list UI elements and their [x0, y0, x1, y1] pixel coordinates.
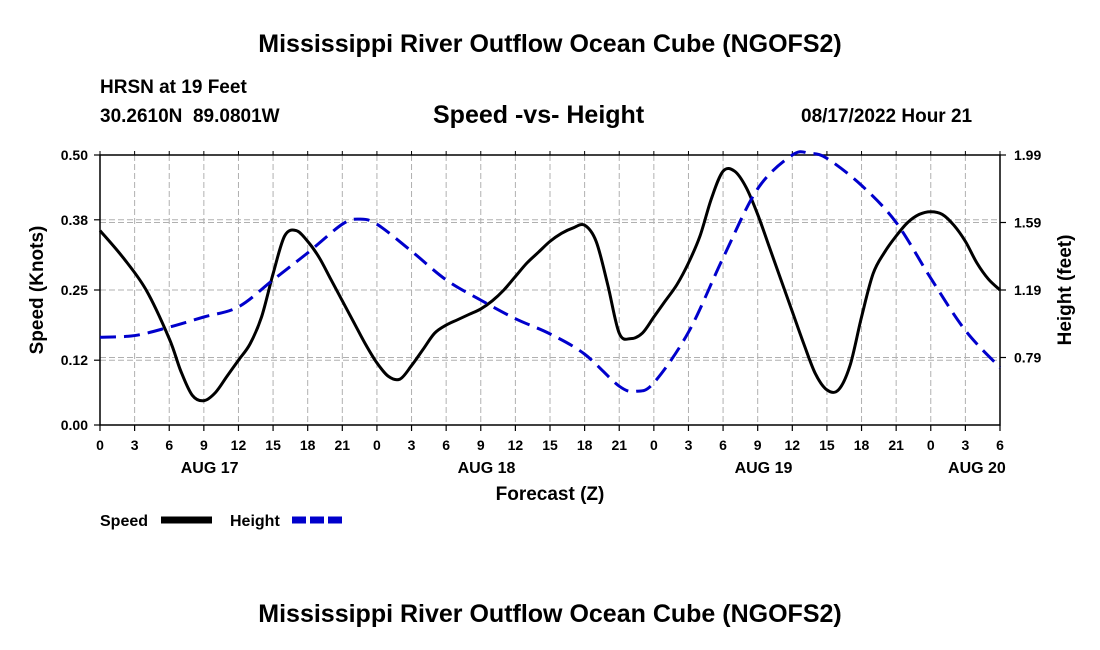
grid-lines — [100, 155, 1000, 425]
x-tick-label: 0 — [650, 437, 658, 453]
legend: Speed Height — [100, 513, 342, 530]
x-tick-label: 0 — [373, 437, 381, 453]
y-tick-label: 0.50 — [61, 147, 88, 163]
station-label: HRSN at 19 Feet — [100, 77, 247, 98]
x-tick-label: 9 — [754, 437, 762, 453]
y2-axis-title: Height (feet) — [1055, 235, 1076, 346]
x-tick-label: 15 — [542, 437, 558, 453]
y2-tick-label: 1.59 — [1014, 215, 1041, 231]
date-label: AUG 18 — [458, 460, 516, 477]
chart-subtitle: Speed -vs- Height — [433, 101, 645, 129]
x-tick-label: 15 — [265, 437, 281, 453]
chart-title-top: Mississippi River Outflow Ocean Cube (NG… — [258, 30, 842, 58]
x-tick-label: 3 — [961, 437, 969, 453]
y-tick-label: 0.25 — [61, 282, 88, 298]
x-tick-label: 21 — [888, 437, 904, 453]
x-axis-title: Forecast (Z) — [496, 484, 605, 505]
date-label: AUG 20 — [948, 460, 1006, 477]
legend-speed-label: Speed — [100, 513, 148, 530]
x-tick-label: 6 — [165, 437, 173, 453]
chart-title-bottom: Mississippi River Outflow Ocean Cube (NG… — [258, 600, 842, 628]
y2-tick-label: 1.19 — [1014, 282, 1041, 298]
x-tick-label: 3 — [685, 437, 693, 453]
x-tick-label: 12 — [508, 437, 524, 453]
axis-labels: 0 3 6 9 12 15 18 21 0 3 6 9 12 15 18 21 0 3 6 9 12 15 18 21 0 3 6 0… — [61, 147, 1042, 477]
y-tick-label: 0.12 — [61, 352, 88, 368]
x-tick-label: 6 — [442, 437, 450, 453]
x-tick-label: 3 — [131, 437, 139, 453]
x-tick-label: 6 — [996, 437, 1004, 453]
x-tick-label: 9 — [200, 437, 208, 453]
x-tick-label: 0 — [96, 437, 104, 453]
x-tick-label: 21 — [611, 437, 627, 453]
y-axis-title: Speed (Knots) — [27, 226, 48, 355]
forecast-timestamp: 08/17/2022 Hour 21 — [801, 106, 973, 127]
x-tick-label: 6 — [719, 437, 727, 453]
x-tick-label: 21 — [335, 437, 351, 453]
x-tick-label: 9 — [477, 437, 485, 453]
x-tick-label: 18 — [577, 437, 593, 453]
x-tick-label: 18 — [300, 437, 316, 453]
x-tick-label: 3 — [408, 437, 416, 453]
x-tick-label: 18 — [854, 437, 870, 453]
speed-series-line — [98, 167, 1002, 403]
x-tick-label: 12 — [785, 437, 801, 453]
x-tick-label: 12 — [231, 437, 247, 453]
series-lines — [98, 150, 1002, 403]
x-tick-label: 0 — [927, 437, 935, 453]
y2-tick-label: 1.99 — [1014, 147, 1041, 163]
y2-tick-label: 0.79 — [1014, 350, 1041, 366]
date-label: AUG 17 — [181, 460, 239, 477]
coordinates-label: 30.2610N 89.0801W — [100, 106, 280, 127]
y-tick-label: 0.00 — [61, 417, 88, 433]
axis-ticks — [94, 151, 1006, 431]
legend-height-label: Height — [230, 513, 280, 530]
y-tick-label: 0.38 — [61, 212, 88, 228]
x-tick-label: 15 — [819, 437, 835, 453]
date-label: AUG 19 — [735, 460, 793, 477]
